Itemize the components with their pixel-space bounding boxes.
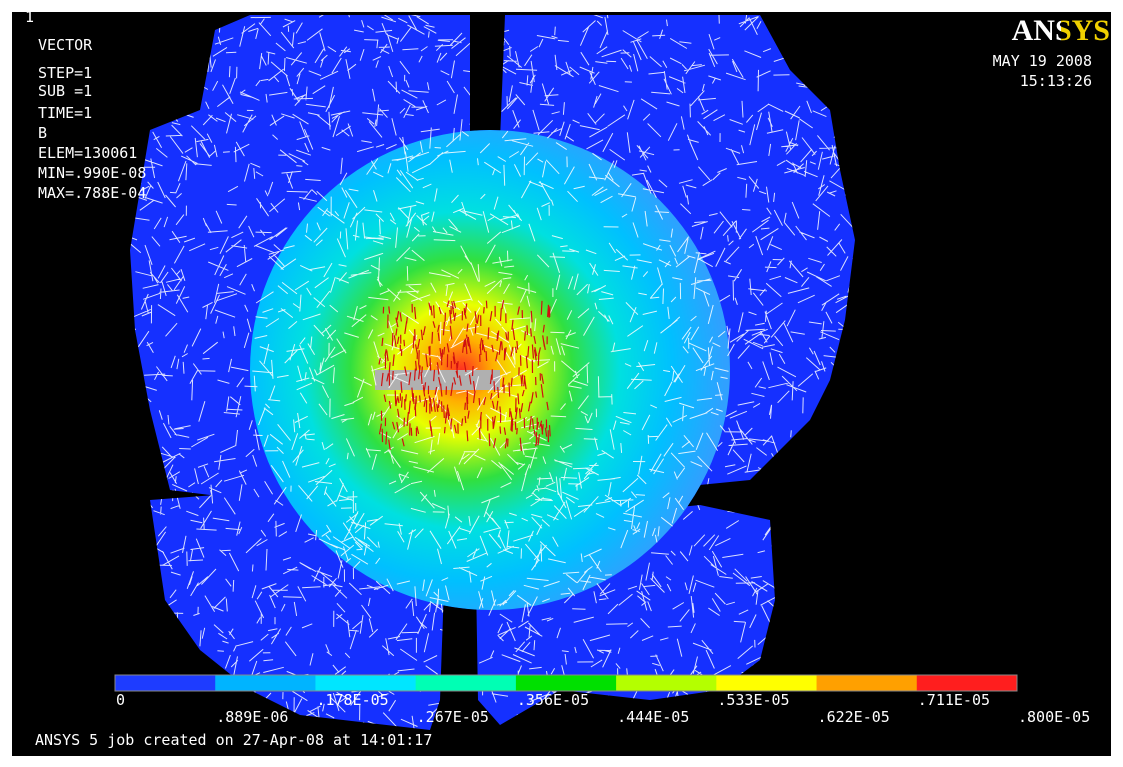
legend-band [515,675,617,691]
legend-band [115,675,216,691]
logo: ANSYS [1012,14,1110,47]
info-line: ELEM=130061 [38,144,137,162]
info-line: VECTOR [38,36,93,54]
legend-label: .444E-05 [617,708,689,726]
info-line: STEP=1 [38,64,92,82]
legend-label: .356E-05 [517,691,589,709]
legend-band [215,675,316,691]
legend-label: .800E-05 [1018,708,1090,726]
legend-label: .889E-06 [216,708,288,726]
legend-band [415,675,517,691]
legend-label: .267E-05 [417,708,489,726]
legend-label: 0 [116,691,125,709]
legend-label: .711E-05 [918,691,990,709]
legend-label: .533E-05 [717,691,789,709]
legend-band [816,675,918,691]
legend-band [315,675,417,691]
time: 15:13:26 [1020,72,1092,90]
vectors-high [378,300,551,452]
window-number: 1 [25,8,34,26]
info-line: SUB =1 [38,82,92,100]
legend-label: .178E-05 [316,691,388,709]
date: MAY 19 2008 [993,52,1092,70]
legend-band [616,675,717,691]
footer: ANSYS 5 job created on 27-Apr-08 at 14:0… [35,731,432,749]
legend-band [916,675,1018,691]
info-line: MIN=.990E-08 [38,164,146,182]
vector-plot [130,15,855,730]
legend-band [716,675,818,691]
legend-border [114,674,1018,692]
info-line: B [38,124,47,142]
info-line: MAX=.788E-04 [38,184,146,202]
legend: 0 .889E-06 .178E-05 .267E-05 .356E-05 .444E-0… [114,674,1090,726]
legend-label: .622E-05 [818,708,890,726]
info-line: TIME=1 [38,104,92,122]
